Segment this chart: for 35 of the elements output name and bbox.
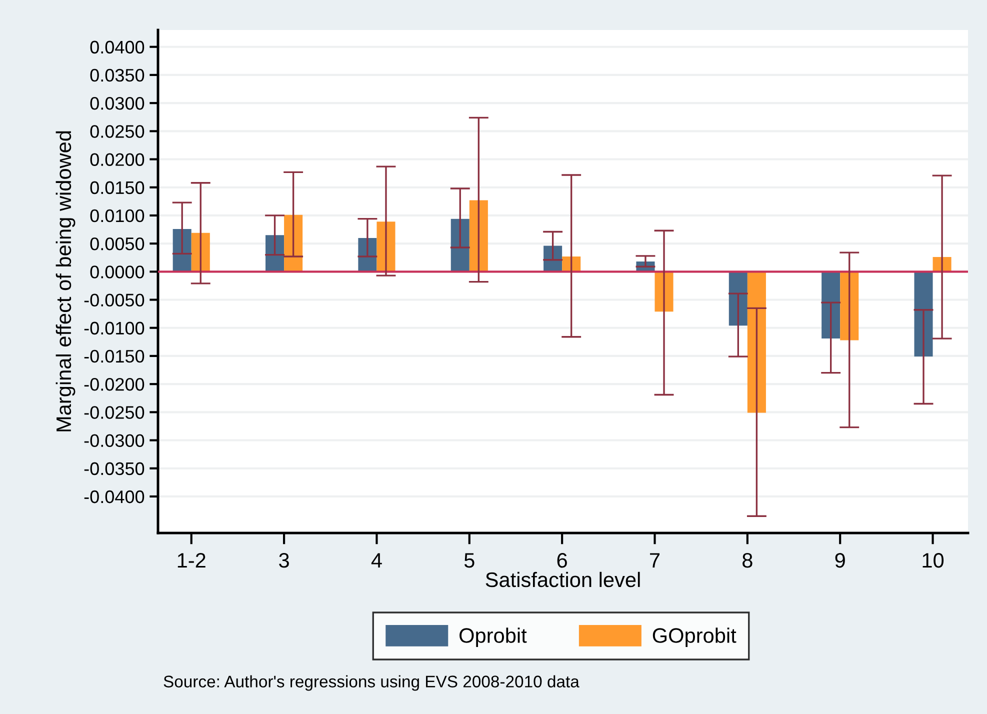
y-tick-label: -0.0250 xyxy=(84,406,144,419)
x-tick-label: 8 xyxy=(742,552,752,568)
y-tick-label: -0.0100 xyxy=(84,322,144,335)
source-note: Source: Author's regressions using EVS 2008-2010 data xyxy=(164,675,580,691)
x-tick-label: 6 xyxy=(557,552,567,568)
x-tick-label: 1-2 xyxy=(178,552,206,568)
bar xyxy=(747,272,766,413)
y-tick-label: 0.0100 xyxy=(90,209,144,222)
bar xyxy=(840,272,859,340)
y-tick-label: -0.0400 xyxy=(84,490,144,504)
x-tick-label: 10 xyxy=(922,552,944,568)
bar xyxy=(822,272,840,339)
y-tick-label: 0.0000 xyxy=(90,266,144,278)
y-tick-label: 0.0350 xyxy=(90,68,144,82)
x-axis-title: Satisfaction level xyxy=(486,572,640,588)
x-tick-label: 7 xyxy=(650,553,660,568)
bar xyxy=(914,272,933,357)
x-tick-label: 9 xyxy=(835,552,845,568)
y-tick-label: -0.0300 xyxy=(84,434,144,447)
x-tick-label: 5 xyxy=(464,553,474,568)
y-tick-label: 0.0150 xyxy=(90,181,144,194)
y-tick-label: -0.0150 xyxy=(84,350,144,363)
y-tick-label: 0.0400 xyxy=(90,40,144,54)
y-tick-label: 0.0200 xyxy=(90,153,144,166)
x-tick-label: 4 xyxy=(371,553,382,568)
y-tick-label: 0.0300 xyxy=(90,96,144,110)
y-tick-label: 0.0250 xyxy=(90,125,144,138)
x-tick-label: 3 xyxy=(279,552,289,568)
y-axis-title: Marginal effect of being widowed xyxy=(56,131,76,432)
y-tick-label: -0.0350 xyxy=(84,462,144,476)
y-tick-label: -0.0200 xyxy=(84,378,144,391)
legend-label: Oprobit xyxy=(460,628,527,648)
legend-label: GOprobit xyxy=(652,628,736,648)
y-tick-label: 0.0050 xyxy=(90,238,144,250)
y-tick-label: -0.0050 xyxy=(84,294,144,306)
